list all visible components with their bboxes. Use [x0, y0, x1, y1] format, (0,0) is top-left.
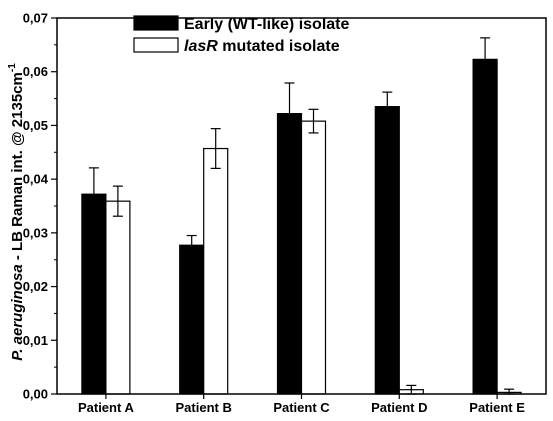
bar-lasr-2 [203, 147, 229, 395]
y-tick-label: 0,01 [23, 333, 48, 348]
legend-label-rest: mutated isolate [218, 38, 340, 55]
bar-lasr-3 [300, 120, 327, 395]
legend: Early (WT-like) isolate lasR mutated isol… [133, 15, 349, 55]
y-tick-label: 0,00 [23, 387, 48, 402]
y-tick-label: 0,02 [23, 279, 48, 294]
y-axis-title: P. aeruginosa - LB Raman int. @ 2135cm-1 [7, 63, 26, 361]
legend-swatch-lasr [133, 37, 179, 53]
bar-early-1 [81, 193, 107, 395]
y-tick-label: 0,04 [23, 172, 49, 187]
x-tick-label: Patient E [469, 400, 525, 415]
x-tick-label: Patient C [273, 400, 330, 415]
x-tick-label: Patient A [78, 400, 134, 415]
y-tick-label: 0,05 [23, 118, 48, 133]
y-tick-label: 0,03 [23, 225, 48, 240]
bar-early-5 [472, 58, 498, 395]
bar-early-4 [374, 106, 400, 395]
legend-label-early: Early (WT-like) isolate [184, 16, 349, 33]
legend-label-lasr: lasR mutated isolate [184, 38, 340, 55]
y-tick-label: 0,06 [23, 64, 48, 79]
bar-early-2 [179, 244, 205, 395]
x-tick-label: Patient B [176, 400, 232, 415]
bars-layer [81, 37, 522, 395]
y-axis-title-italic: P. aeruginosa [9, 264, 26, 360]
legend-swatch-early [133, 15, 179, 31]
legend-label-italic: lasR [184, 38, 218, 55]
y-axis-title-main: - LB Raman int. @ 2135cm [9, 72, 26, 264]
axes-layer: Patient A Patient B Patient C Patient D Pati… [23, 11, 547, 415]
y-tick-label: 0,07 [23, 11, 48, 26]
bar-lasr-1 [105, 200, 131, 395]
x-tick-label: Patient D [371, 400, 427, 415]
y-axis-title-superscript: -1 [7, 63, 18, 72]
bar-early-3 [276, 113, 303, 395]
